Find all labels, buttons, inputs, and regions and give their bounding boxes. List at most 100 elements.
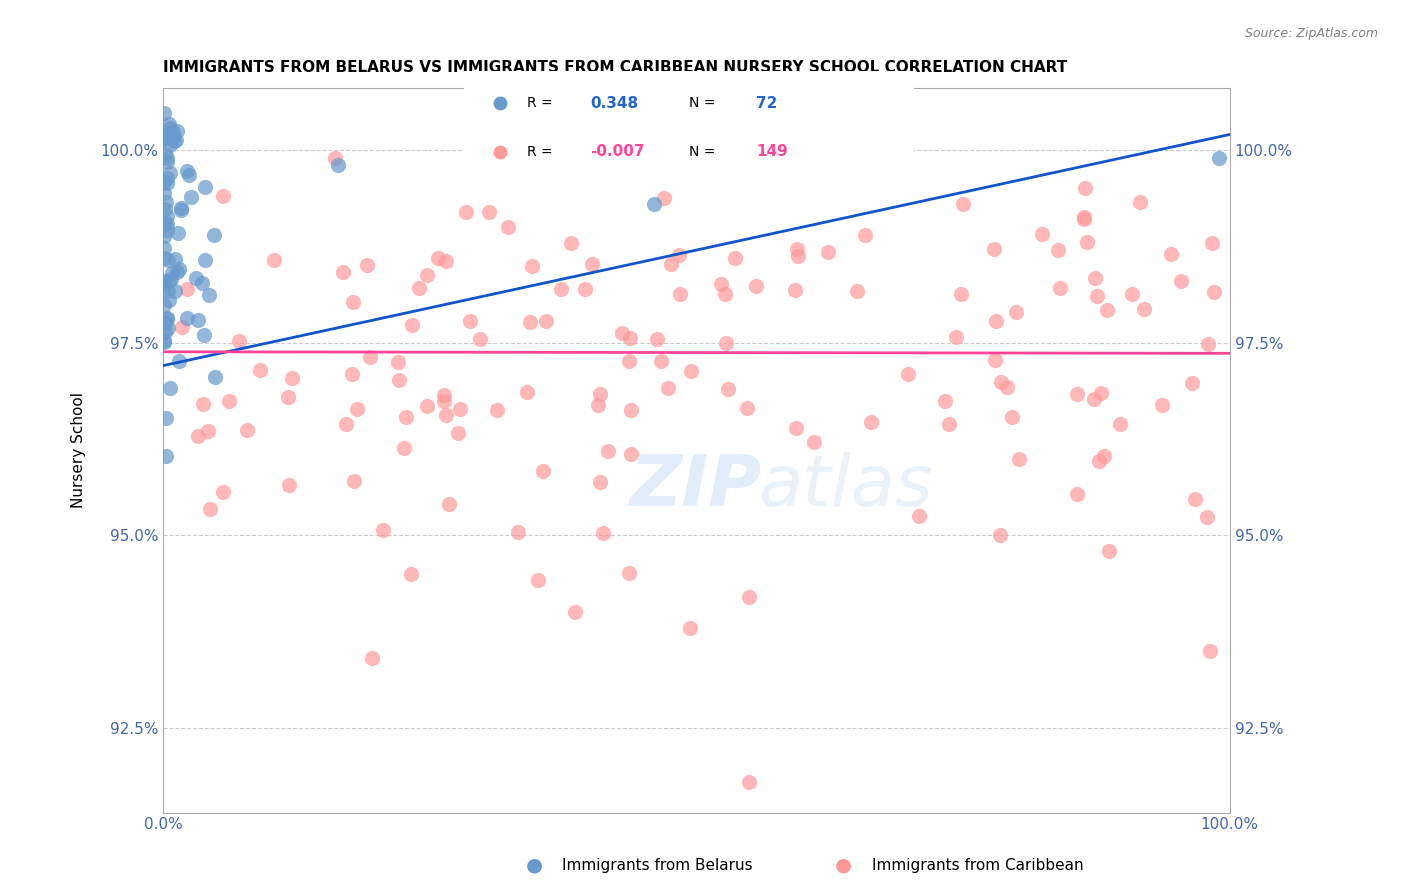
Point xyxy=(162,125,184,139)
Point xyxy=(990,375,1012,389)
Point xyxy=(1085,289,1108,303)
Point xyxy=(155,194,177,209)
Point xyxy=(228,334,250,348)
Point xyxy=(166,124,188,138)
Point xyxy=(166,226,188,240)
Point xyxy=(581,256,603,270)
Point xyxy=(853,227,876,242)
Point xyxy=(713,287,735,301)
Point xyxy=(1001,409,1024,424)
Point xyxy=(845,284,868,298)
Point xyxy=(1073,212,1095,227)
Point xyxy=(342,367,364,381)
Point xyxy=(668,286,690,301)
Point xyxy=(434,254,457,268)
Point xyxy=(1201,235,1223,250)
Point xyxy=(519,316,541,330)
Point xyxy=(176,311,198,326)
Point xyxy=(153,298,176,312)
Point xyxy=(1129,195,1152,210)
Point xyxy=(620,402,643,417)
Point xyxy=(371,523,394,537)
Point xyxy=(176,164,198,178)
Point xyxy=(659,257,682,271)
Point xyxy=(169,261,191,276)
Point xyxy=(157,252,180,267)
Point xyxy=(160,271,183,285)
Point xyxy=(156,223,179,237)
Point xyxy=(724,251,747,265)
Point xyxy=(1066,487,1088,501)
Point xyxy=(167,354,190,368)
Point xyxy=(153,241,176,255)
Point xyxy=(426,252,449,266)
Point xyxy=(1208,151,1230,165)
Text: IMMIGRANTS FROM BELARUS VS IMMIGRANTS FROM CARIBBEAN NURSERY SCHOOL CORRELATION : IMMIGRANTS FROM BELARUS VS IMMIGRANTS FR… xyxy=(163,60,1067,75)
Point xyxy=(186,312,208,326)
Point xyxy=(1074,181,1097,195)
Point xyxy=(1008,451,1031,466)
Text: 149: 149 xyxy=(756,145,789,159)
Point xyxy=(569,143,592,157)
Point xyxy=(359,351,381,365)
Point xyxy=(652,191,675,205)
Point xyxy=(860,415,883,429)
Point xyxy=(159,381,181,395)
Point xyxy=(153,175,176,189)
Point xyxy=(401,566,423,581)
Point xyxy=(589,475,612,489)
Point xyxy=(498,219,520,234)
Point xyxy=(172,320,194,334)
Point xyxy=(516,384,538,399)
Point xyxy=(1088,454,1111,468)
Point xyxy=(156,155,179,169)
Point xyxy=(153,106,176,120)
Point xyxy=(153,278,176,293)
Point xyxy=(1160,246,1182,260)
Point xyxy=(156,311,179,326)
Point xyxy=(643,197,665,211)
Point xyxy=(938,417,960,431)
Point xyxy=(1098,543,1121,558)
Point xyxy=(506,525,529,540)
Point xyxy=(1184,491,1206,506)
Point xyxy=(156,176,179,190)
Point xyxy=(1084,271,1107,285)
Point xyxy=(156,171,179,186)
Point xyxy=(589,387,612,401)
Point xyxy=(785,283,807,297)
Point xyxy=(156,284,179,298)
Point xyxy=(564,605,586,619)
Point xyxy=(934,394,956,409)
Point xyxy=(157,117,180,131)
Point xyxy=(153,202,176,216)
Point xyxy=(392,442,415,456)
Point xyxy=(489,145,512,159)
Point xyxy=(157,274,180,288)
Point xyxy=(447,426,470,441)
Point xyxy=(165,133,187,147)
Point xyxy=(401,318,423,332)
Text: -0.007: -0.007 xyxy=(591,145,644,159)
Point xyxy=(454,204,477,219)
Point xyxy=(1197,337,1219,351)
Point xyxy=(945,330,967,344)
Point xyxy=(1152,398,1174,412)
Y-axis label: Nursery School: Nursery School xyxy=(72,392,86,508)
Point xyxy=(592,526,614,541)
Point xyxy=(785,421,807,435)
Point xyxy=(204,370,226,384)
Point xyxy=(531,464,554,478)
Point xyxy=(738,590,761,604)
Point xyxy=(489,96,512,111)
Point xyxy=(156,321,179,335)
Point xyxy=(983,242,1005,256)
Point xyxy=(212,485,235,500)
Point xyxy=(346,401,368,416)
Point xyxy=(159,293,181,307)
Point xyxy=(155,410,177,425)
Text: Immigrants from Caribbean: Immigrants from Caribbean xyxy=(872,858,1084,872)
Point xyxy=(995,380,1018,394)
Point xyxy=(787,249,810,263)
Point xyxy=(170,201,193,215)
